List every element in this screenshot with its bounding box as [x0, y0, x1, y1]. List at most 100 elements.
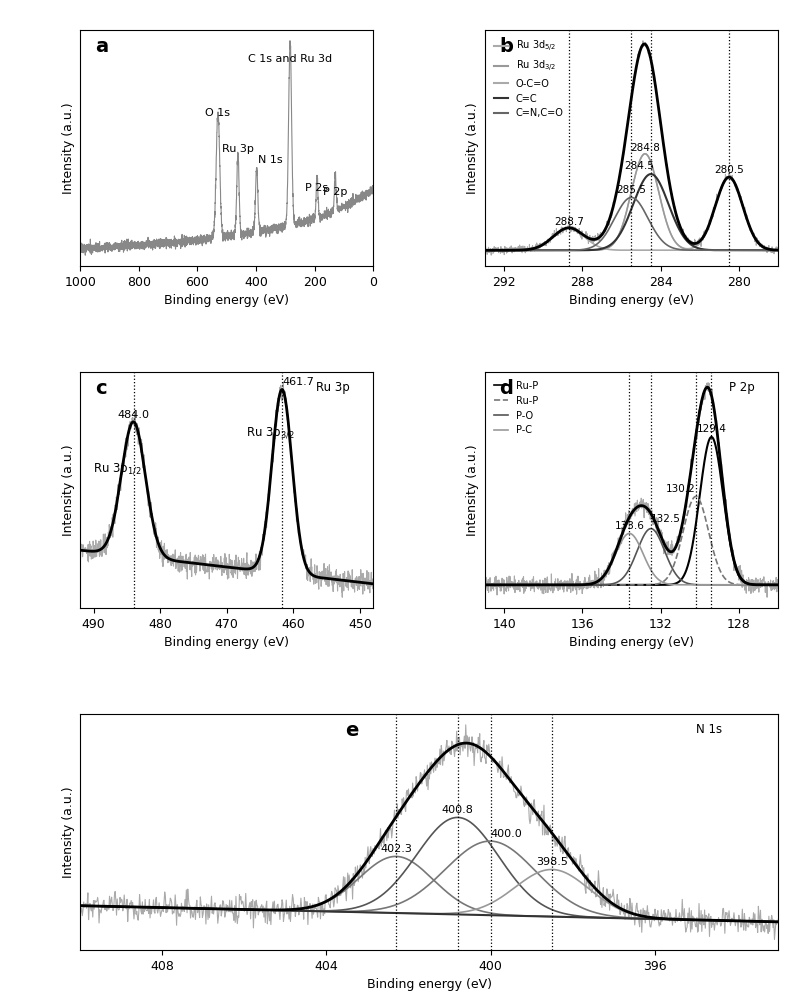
Ru 3d$_{5/2}$: [539, 244, 549, 256]
Ru-P: [480, 579, 489, 591]
Text: Ru 3p$_{3/2}$: Ru 3p$_{3/2}$: [245, 426, 294, 441]
P-C: [773, 579, 783, 591]
Text: P 2p: P 2p: [323, 187, 347, 197]
P-O: [644, 523, 654, 535]
Text: 398.5: 398.5: [537, 857, 568, 867]
P-O: [646, 523, 656, 535]
Text: Ru 3p$_{1/2}$: Ru 3p$_{1/2}$: [92, 462, 141, 477]
Ru 3d$_{5/2}$: [516, 244, 526, 256]
Ru 3d$_{5/2}$: [572, 244, 581, 256]
Text: N 1s: N 1s: [257, 155, 282, 165]
O-C=O: [539, 238, 549, 250]
O-C=O: [480, 244, 489, 256]
Text: a: a: [95, 37, 108, 56]
Text: 284.8: 284.8: [630, 143, 660, 153]
C=N,C=O: [626, 191, 636, 203]
Ru-P: [601, 579, 610, 591]
P-C: [480, 579, 489, 591]
Ru 3d$_{3/2}$: [480, 244, 489, 256]
C=N,C=O: [480, 244, 489, 256]
Ru 3d$_{3/2}$: [773, 244, 783, 256]
Line: Ru 3d$_{5/2}$: Ru 3d$_{5/2}$: [484, 154, 778, 250]
Text: 461.7: 461.7: [282, 377, 314, 387]
P-C: [743, 579, 753, 591]
Text: e: e: [346, 721, 358, 740]
O-C=O: [773, 244, 783, 256]
Ru 3d$_{3/2}$: [545, 244, 554, 256]
O-C=O: [743, 244, 753, 256]
Text: P 2p: P 2p: [729, 381, 755, 394]
Y-axis label: Intensity (a.u.): Intensity (a.u.): [466, 444, 480, 536]
Text: O 1s: O 1s: [205, 108, 230, 118]
Ru 3d$_{5/2}$: [654, 189, 664, 201]
Line: Ru-P: Ru-P: [484, 437, 778, 585]
Text: 130.2: 130.2: [666, 484, 696, 494]
C=N,C=O: [743, 244, 753, 256]
Text: c: c: [95, 379, 107, 398]
Ru-P: [544, 579, 553, 591]
X-axis label: Binding energy (eV): Binding energy (eV): [164, 636, 290, 649]
O-C=O: [572, 225, 581, 237]
Ru 3d$_{3/2}$: [644, 151, 654, 163]
X-axis label: Binding energy (eV): Binding energy (eV): [367, 978, 492, 991]
Ru 3d$_{3/2}$: [640, 148, 650, 160]
Line: O-C=O: O-C=O: [484, 228, 778, 250]
Ru 3d$_{5/2}$: [644, 151, 654, 163]
Ru-P: [743, 579, 753, 591]
Text: P 2s: P 2s: [306, 183, 328, 193]
X-axis label: Binding energy (eV): Binding energy (eV): [569, 294, 694, 307]
C=N,C=O: [644, 214, 654, 226]
Legend: Ru-P, Ru-P, P-O, P-C: Ru-P, Ru-P, P-O, P-C: [490, 377, 542, 439]
Ru-P: [773, 579, 783, 591]
P-O: [654, 532, 664, 544]
Ru 3d$_{3/2}$: [572, 244, 581, 256]
Line: Ru-P: Ru-P: [484, 496, 778, 585]
Line: C=C: C=C: [484, 174, 778, 250]
P-O: [545, 579, 554, 591]
C=C: [654, 176, 664, 188]
Text: 284.5: 284.5: [624, 161, 654, 171]
P-O: [480, 579, 489, 591]
P-O: [743, 579, 753, 591]
P-O: [539, 579, 549, 591]
Ru-P: [571, 579, 581, 591]
C=C: [539, 244, 549, 256]
Y-axis label: Intensity (a.u.): Intensity (a.u.): [466, 102, 480, 194]
Text: 288.7: 288.7: [554, 217, 584, 227]
C=C: [480, 244, 489, 256]
P-C: [625, 527, 634, 539]
Text: d: d: [500, 379, 513, 398]
Y-axis label: Intensity (a.u.): Intensity (a.u.): [62, 444, 75, 536]
Text: 132.5: 132.5: [651, 514, 681, 524]
C=C: [572, 244, 581, 256]
Line: Ru 3d$_{3/2}$: Ru 3d$_{3/2}$: [484, 154, 778, 250]
C=N,C=O: [545, 244, 554, 256]
Text: 280.5: 280.5: [715, 165, 744, 175]
Text: N 1s: N 1s: [696, 723, 722, 736]
Ru-P: [571, 579, 581, 591]
P-O: [572, 579, 581, 591]
P-C: [545, 579, 554, 591]
Ru 3d$_{3/2}$: [743, 244, 753, 256]
P-C: [539, 579, 549, 591]
Ru 3d$_{3/2}$: [654, 189, 664, 201]
C=C: [773, 244, 783, 256]
P-O: [773, 579, 783, 591]
Text: 285.5: 285.5: [617, 185, 646, 195]
Ru-P: [691, 490, 701, 502]
Ru-P: [539, 579, 549, 591]
Ru-P: [707, 431, 716, 443]
Text: 129.4: 129.4: [697, 424, 727, 434]
X-axis label: Binding energy (eV): Binding energy (eV): [569, 636, 694, 649]
Ru-P: [644, 579, 654, 591]
Line: P-O: P-O: [484, 529, 778, 585]
C=N,C=O: [539, 244, 549, 256]
Ru-P: [539, 579, 549, 591]
Text: C 1s and Ru 3d: C 1s and Ru 3d: [248, 54, 332, 64]
C=C: [644, 169, 654, 181]
Text: 400.0: 400.0: [491, 829, 522, 839]
Ru-P: [544, 579, 553, 591]
C=C: [488, 244, 497, 256]
X-axis label: Binding energy (eV): Binding energy (eV): [164, 294, 290, 307]
Ru-P: [480, 579, 489, 591]
